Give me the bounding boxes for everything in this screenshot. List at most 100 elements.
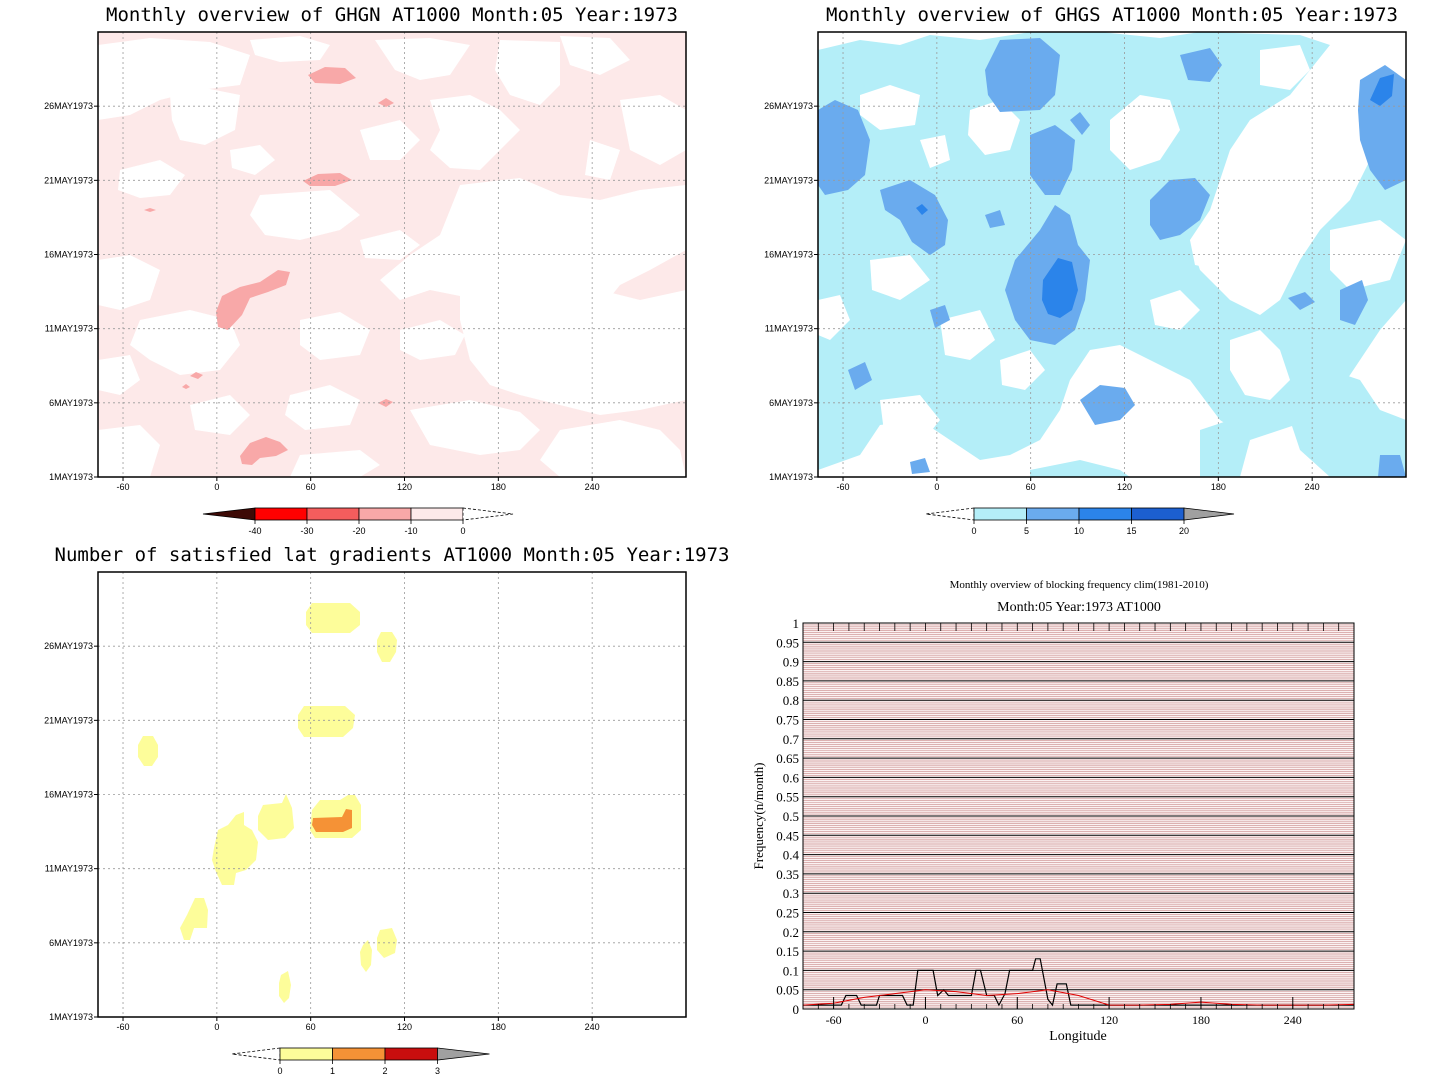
blocking-xtick-label: 180 [1192, 1013, 1210, 1027]
blocking-title: Monthly overview of blocking frequency c… [950, 579, 1209, 591]
blocking-subtitle: Month:05 Year:1973 AT1000 [997, 600, 1161, 615]
ghgn-ytick-label: 1MAY1973 [49, 472, 93, 482]
ghgn-ytick-label: 21MAY1973 [44, 175, 93, 185]
blocking-ylabel: Frequency(n/month) [751, 763, 766, 870]
panel-gradients: Number of satisfied lat gradients AT1000… [44, 544, 729, 1076]
blocking-ytick-label: 0.1 [783, 963, 799, 978]
ghgs-axes: -60 0 60 120 180 240 1MAY1973 6MAY1973 11MAY1973… [764, 101, 1320, 492]
blocking-ytick-label: 0.15 [776, 944, 799, 959]
ghgs-ytick-label: 16MAY1973 [764, 250, 813, 260]
ghgn-colorbar: -40 -30 -20 -10 0 [202, 507, 514, 536]
blocking-ytick-label: 0.5 [783, 809, 799, 824]
blocking-ytick-label: 0.95 [776, 635, 799, 650]
gradients-cbar-under [231, 1047, 281, 1061]
blocking-ytick-label: 0.05 [776, 983, 799, 998]
ghgn-gridlines [98, 32, 686, 477]
blocking-xlabel: Longitude [1049, 1029, 1107, 1044]
ghgn-ytick-label: 16MAY1973 [44, 250, 93, 260]
ghgs-cbar-under [925, 507, 975, 521]
gradients-colorbar: 0 1 2 3 [231, 1047, 490, 1076]
blocking-ytick-label: 0.85 [776, 674, 799, 689]
gradients-cbar-segment [279, 1047, 333, 1061]
ghgs-cbar-segment [973, 507, 1027, 521]
ghgn-ytick-label: 6MAY1973 [49, 398, 93, 408]
blocking-xtick-label: 240 [1284, 1013, 1302, 1027]
gradients-cbar-label: 3 [435, 1066, 440, 1076]
ghgs-cbar-label: 20 [1179, 526, 1189, 536]
gradients-title: Number of satisfied lat gradients AT1000… [55, 544, 730, 566]
ghgn-xtick-label: 180 [491, 482, 506, 492]
ghgn-cbar-segment [306, 507, 360, 521]
ghgn-cbar-label: -20 [352, 526, 365, 536]
blocking-ytick-label: 0.75 [776, 713, 799, 728]
gradients-xtick-label: 60 [306, 1022, 316, 1032]
ghgs-cbar-over [1183, 507, 1235, 521]
gradients-cbar-segment [384, 1047, 438, 1061]
gradients-ytick-label: 26MAY1973 [44, 641, 93, 651]
ghgs-xtick-label: 0 [934, 482, 939, 492]
panel-ghgs: Monthly overview of GHGS AT1000 Month:05… [764, 4, 1407, 536]
blocking-ytick-label: 0.7 [783, 732, 800, 747]
ghgn-cbar-label: -30 [300, 526, 313, 536]
ghgn-cbar-label: 0 [460, 526, 465, 536]
gradients-ytick-label: 11MAY1973 [45, 864, 93, 874]
blocking-ytick-label: 0.9 [783, 655, 799, 670]
ghgs-ytick-label: 6MAY1973 [769, 398, 813, 408]
gradients-ytick-label: 6MAY1973 [49, 938, 93, 948]
gradients-xtick-label: -60 [117, 1022, 130, 1032]
ghgs-colorbar: 0 5 10 15 20 [925, 507, 1235, 536]
gradients-cbar-label: 0 [277, 1066, 282, 1076]
blocking-ytick-label: 0.2 [783, 925, 799, 940]
blocking-xtick-label: 60 [1011, 1013, 1023, 1027]
ghgn-xtick-label: 0 [214, 482, 219, 492]
blocking-series-black [803, 958, 1354, 1007]
gradients-xtick-label: 180 [491, 1022, 506, 1032]
ghgs-cbar-label: 0 [971, 526, 976, 536]
panel-ghgn: Monthly overview of GHGN AT1000 Month:05… [44, 4, 687, 536]
ghgs-xtick-label: 60 [1026, 482, 1036, 492]
ghgs-cbar-label: 10 [1074, 526, 1084, 536]
ghgn-cbar-label: -40 [248, 526, 261, 536]
blocking-fine-gridlines [803, 624, 1354, 1008]
gradients-cbar-segment [332, 1047, 386, 1061]
gradients-xtick-label: 120 [397, 1022, 412, 1032]
ghgs-ytick-label: 21MAY1973 [764, 175, 813, 185]
ghgs-ytick-label: 11MAY1973 [765, 324, 813, 334]
ghgn-ytick-label: 26MAY1973 [44, 101, 93, 111]
ghgs-cbar-label: 15 [1126, 526, 1136, 536]
ghgn-cbar-over [462, 507, 514, 521]
blocking-axes: 0 0.05 0.1 0.15 0.2 0.25 0.3 0.35 0.4 0.45 0.5 0.55… [776, 616, 1355, 1027]
blocking-major-gridlines [803, 622, 1354, 1010]
ghgn-cbar-label: -10 [404, 526, 417, 536]
ghgs-field [818, 32, 1406, 477]
gradients-xtick-label: 0 [214, 1022, 219, 1032]
ghgn-axes: -60 0 60 120 180 240 1MAY1973 6MAY1973 11MAY1973… [44, 101, 600, 492]
blocking-ytick-label: 0.6 [783, 770, 800, 785]
ghgs-xtick-label: 180 [1211, 482, 1226, 492]
blocking-ytick-label: 0.35 [776, 867, 799, 882]
blocking-xtick-label: 120 [1100, 1013, 1118, 1027]
gradients-axes: -60 0 60 120 180 240 1MAY1973 6MAY1973 11MAY1973… [44, 641, 600, 1032]
ghgn-title: Monthly overview of GHGN AT1000 Month:05… [106, 4, 678, 26]
ghgn-xtick-label: 120 [397, 482, 412, 492]
blocking-ytick-label: 0.45 [776, 828, 799, 843]
ghgs-gridlines [818, 32, 1406, 477]
ghgs-title: Monthly overview of GHGS AT1000 Month:05… [826, 4, 1398, 26]
blocking-ytick-label: 1 [793, 616, 800, 631]
ghgn-ytick-label: 11MAY1973 [45, 324, 93, 334]
ghgn-xtick-label: 240 [585, 482, 600, 492]
ghgs-xtick-label: -60 [837, 482, 850, 492]
blocking-ytick-label: 0.25 [776, 906, 799, 921]
blocking-ytick-label: 0.3 [783, 886, 799, 901]
gradients-gridlines [98, 572, 686, 1017]
ghgs-cbar-label: 5 [1024, 526, 1029, 536]
panel-blocking: Monthly overview of blocking frequency c… [751, 579, 1355, 1044]
blocking-ytick-label: 0.8 [783, 693, 799, 708]
ghgs-cbar-segment [1078, 507, 1132, 521]
ghgn-cbar-under [202, 507, 256, 521]
blocking-ytick-label: 0.65 [776, 751, 799, 766]
ghgs-cbar-segment [1026, 507, 1080, 521]
ghgn-cbar-segment [254, 507, 308, 521]
gradients-ytick-label: 1MAY1973 [49, 1012, 93, 1022]
blocking-xtick-label: 0 [922, 1013, 928, 1027]
